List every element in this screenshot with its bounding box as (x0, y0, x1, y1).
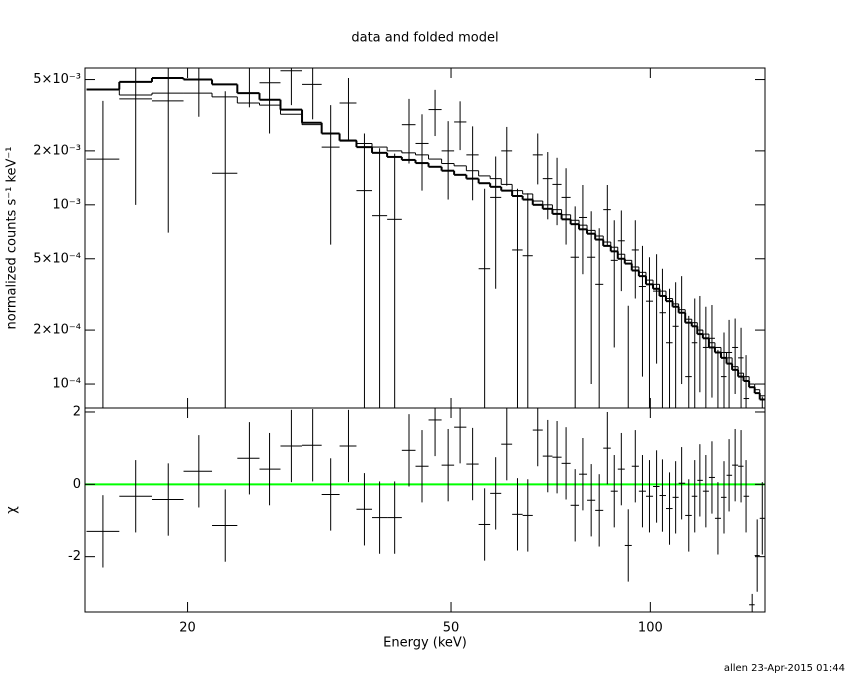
x-tick-label: 100 (638, 621, 663, 636)
y-tick-label: 2×10⁻³ (33, 143, 81, 158)
y-tick-label: 5×10⁻⁴ (33, 251, 81, 266)
y-tick-label: 2 (73, 404, 81, 419)
x-tick-label: 50 (443, 621, 460, 636)
plot-frame (84, 67, 766, 613)
x-tick-label: 20 (179, 621, 196, 636)
y-tick-label: 5×10⁻³ (33, 72, 81, 87)
plot-area (86, 68, 765, 408)
y-tick-label: -2 (68, 549, 81, 564)
plot-area (85, 408, 765, 612)
y-tick-label: 2×10⁻⁴ (33, 323, 81, 338)
y-tick-label: 0 (73, 477, 81, 492)
y-axis-label: normalized counts s⁻¹ keV⁻¹ (5, 147, 20, 330)
y-axis-label: χ (5, 506, 20, 514)
y-tick-label: 10⁻⁴ (52, 377, 81, 392)
footer: allen 23-Apr-2015 01:44 (724, 663, 845, 674)
x-axis-label: Energy (keV) (383, 636, 467, 651)
chart-title: data and folded model (351, 31, 498, 46)
y-tick-label: 10⁻³ (52, 197, 81, 212)
